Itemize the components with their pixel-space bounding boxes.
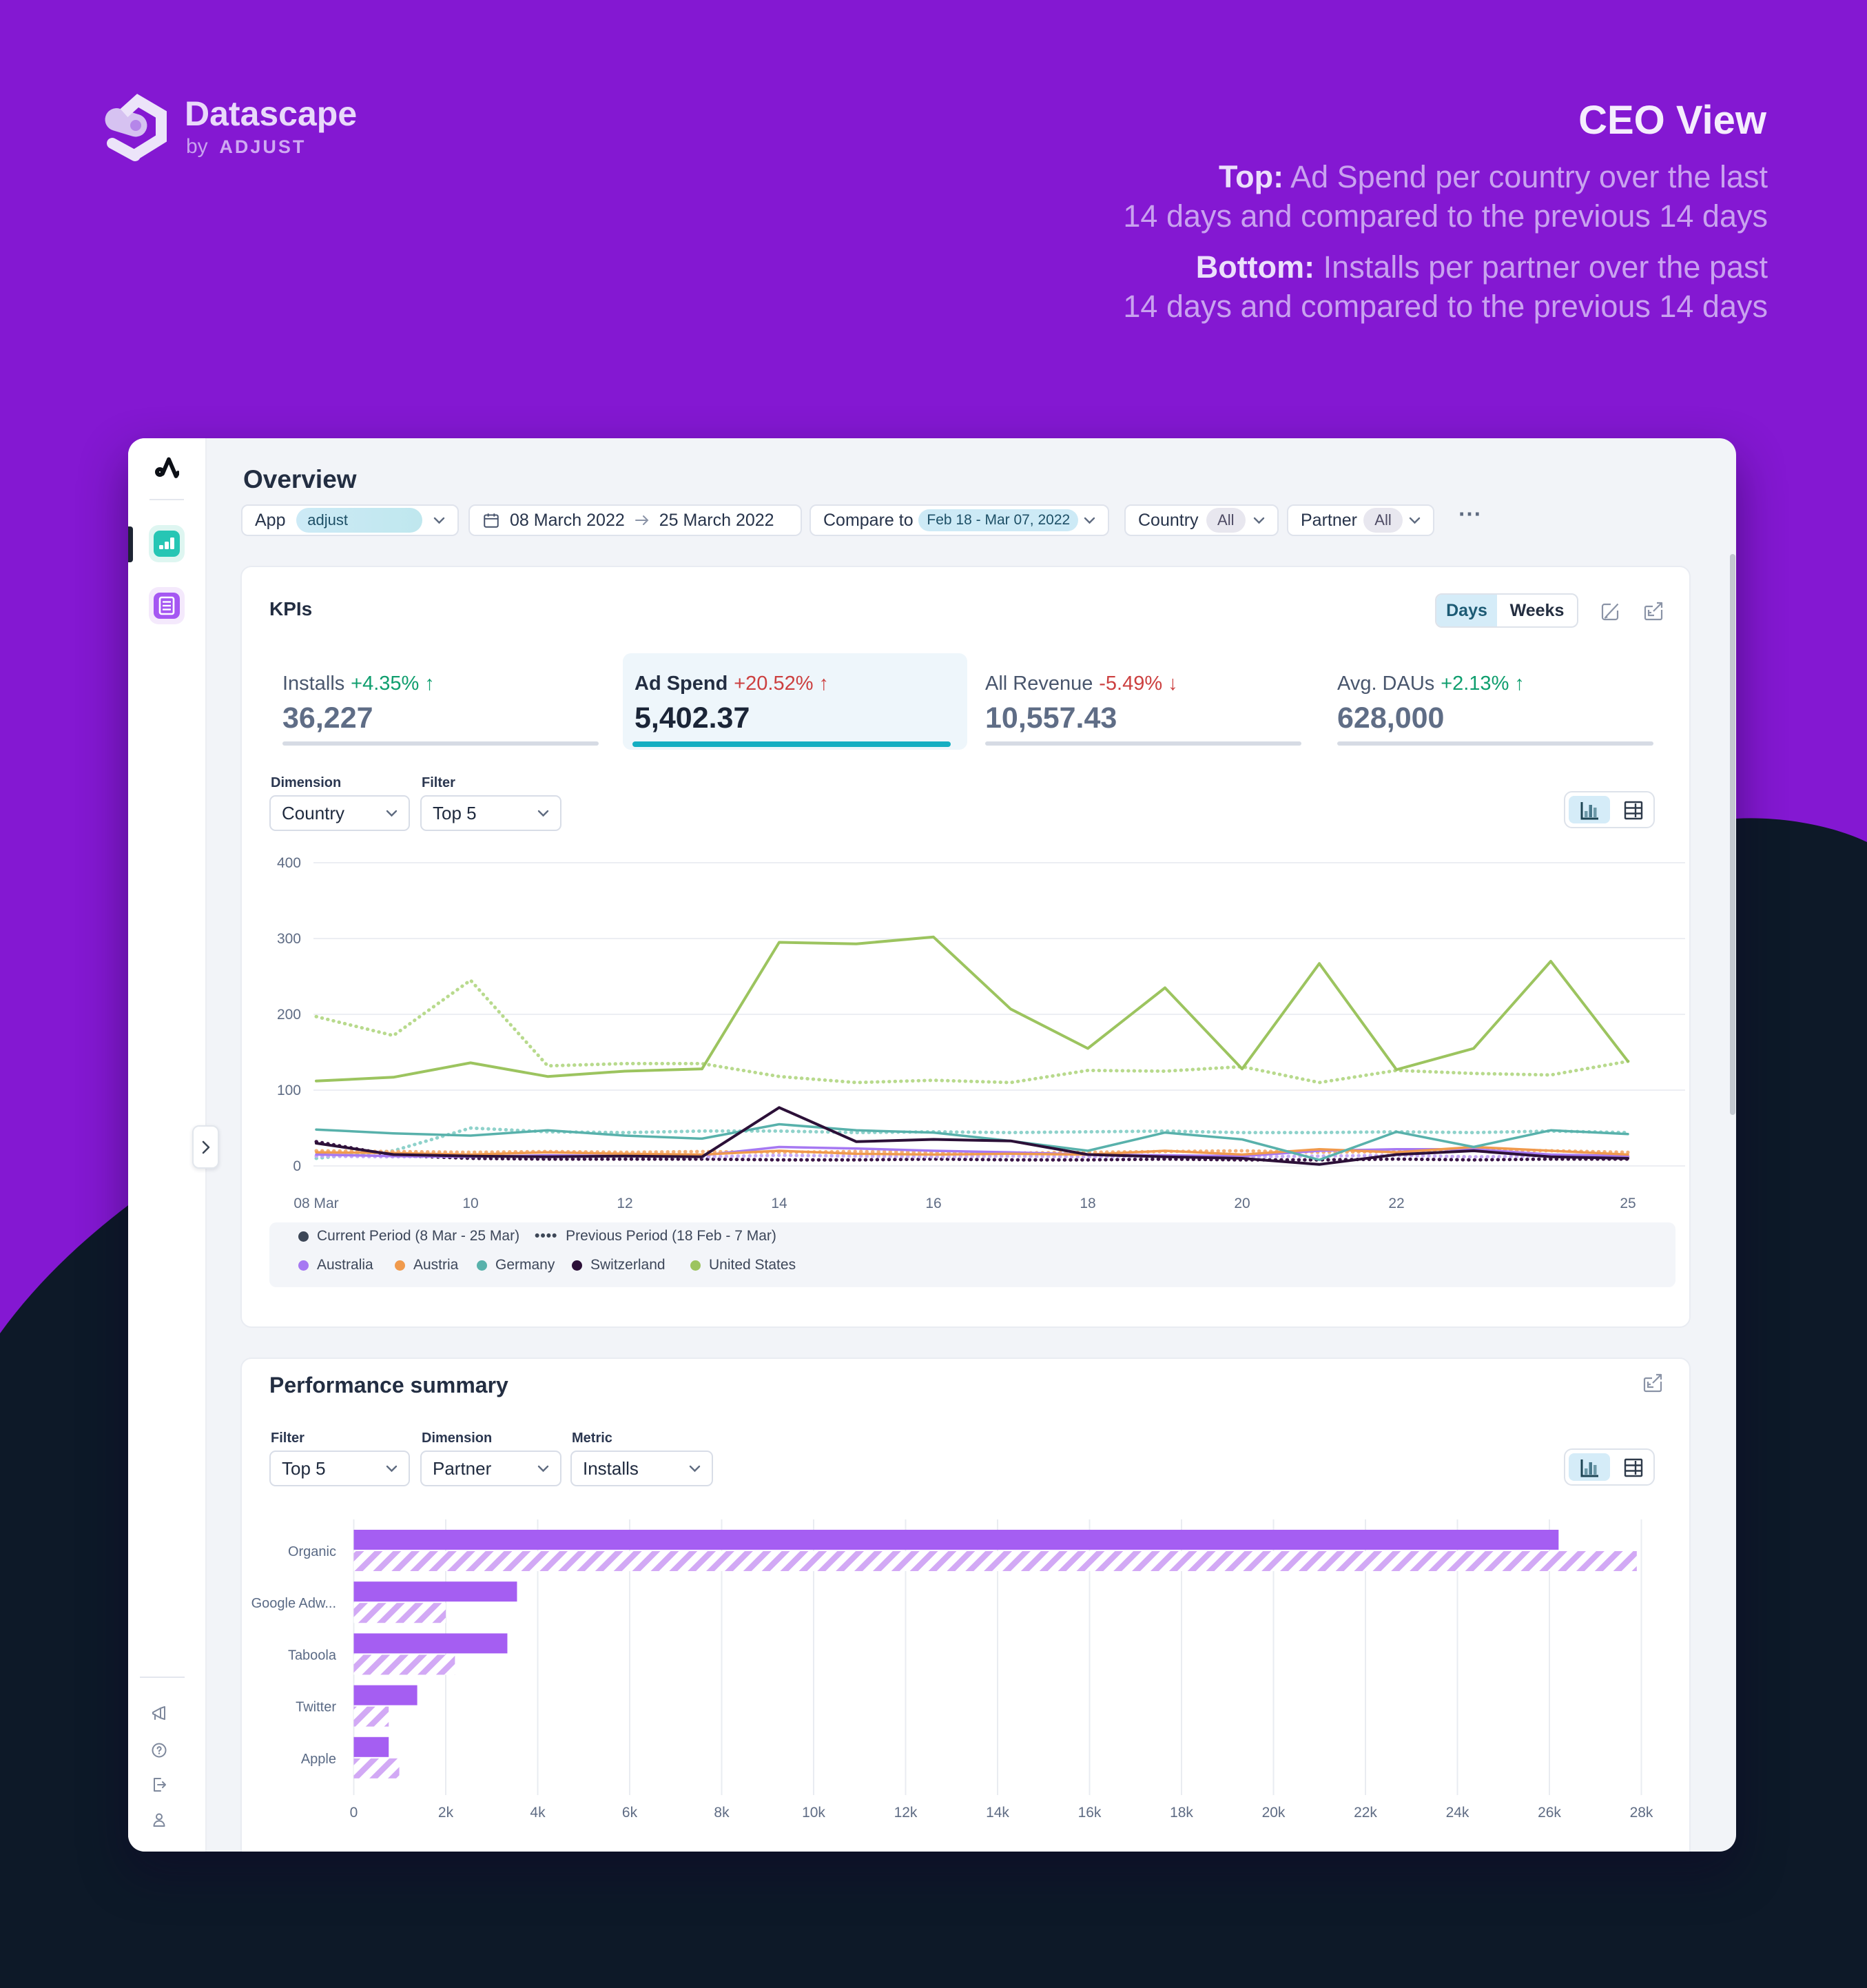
svg-text:10k: 10k (802, 1805, 825, 1821)
svg-text:4k: 4k (530, 1805, 546, 1821)
svg-text:25: 25 (1620, 1196, 1636, 1211)
svg-text:400: 400 (277, 855, 301, 871)
svg-text:0: 0 (350, 1805, 358, 1821)
svg-text:Taboola: Taboola (288, 1648, 337, 1663)
svg-text:16k: 16k (1078, 1805, 1102, 1821)
svg-text:Twitter: Twitter (296, 1700, 336, 1715)
svg-text:200: 200 (277, 1007, 301, 1023)
svg-text:18: 18 (1080, 1196, 1095, 1211)
svg-text:18k: 18k (1170, 1805, 1193, 1821)
svg-text:2k: 2k (438, 1805, 454, 1821)
svg-text:16: 16 (925, 1196, 941, 1211)
svg-text:08 Mar: 08 Mar (293, 1196, 338, 1211)
svg-text:20: 20 (1234, 1196, 1250, 1211)
svg-text:26k: 26k (1538, 1805, 1561, 1821)
svg-text:Google Adw...: Google Adw... (251, 1596, 336, 1611)
svg-text:6k: 6k (622, 1805, 638, 1821)
svg-text:12k: 12k (894, 1805, 918, 1821)
svg-text:22k: 22k (1354, 1805, 1377, 1821)
svg-text:22: 22 (1388, 1196, 1404, 1211)
svg-text:14: 14 (771, 1196, 787, 1211)
svg-text:28k: 28k (1630, 1805, 1653, 1821)
svg-text:0: 0 (293, 1158, 301, 1174)
svg-text:8k: 8k (714, 1805, 730, 1821)
svg-text:Organic: Organic (288, 1544, 336, 1559)
svg-text:20k: 20k (1262, 1805, 1286, 1821)
svg-text:100: 100 (277, 1083, 301, 1098)
svg-text:14k: 14k (986, 1805, 1009, 1821)
svg-text:10: 10 (462, 1196, 478, 1211)
svg-text:24k: 24k (1446, 1805, 1469, 1821)
svg-text:12: 12 (617, 1196, 632, 1211)
svg-text:Apple: Apple (301, 1752, 336, 1767)
svg-text:300: 300 (277, 931, 301, 947)
